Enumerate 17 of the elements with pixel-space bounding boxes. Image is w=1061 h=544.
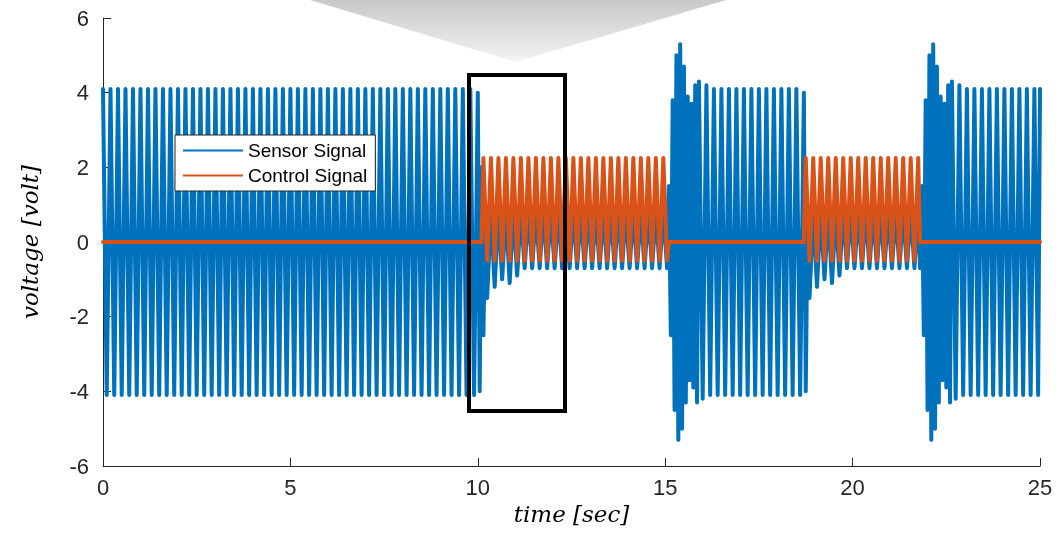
x-axis-title: time [sec] xyxy=(513,501,630,528)
y-tick-label: -2 xyxy=(69,304,89,330)
legend-label: Control Signal xyxy=(248,165,368,186)
y-axis-title: voltage [volt] xyxy=(16,164,43,320)
y-tick-label: 2 xyxy=(76,154,89,180)
y-tick-label: 4 xyxy=(76,80,89,106)
x-tick-label: 5 xyxy=(284,474,297,500)
y-tick-label: -6 xyxy=(69,453,89,479)
y-tick-label: -4 xyxy=(69,378,89,404)
x-tick-label: 0 xyxy=(96,474,110,500)
x-tick-label: 20 xyxy=(840,474,865,500)
x-tick-label: 10 xyxy=(465,474,491,500)
x-tick-label: 25 xyxy=(1027,474,1053,500)
x-tick-label: 15 xyxy=(652,474,678,500)
y-tick-label: 6 xyxy=(76,5,89,31)
legend-label: Sensor Signal xyxy=(248,140,367,161)
y-tick-label: 0 xyxy=(76,229,89,255)
